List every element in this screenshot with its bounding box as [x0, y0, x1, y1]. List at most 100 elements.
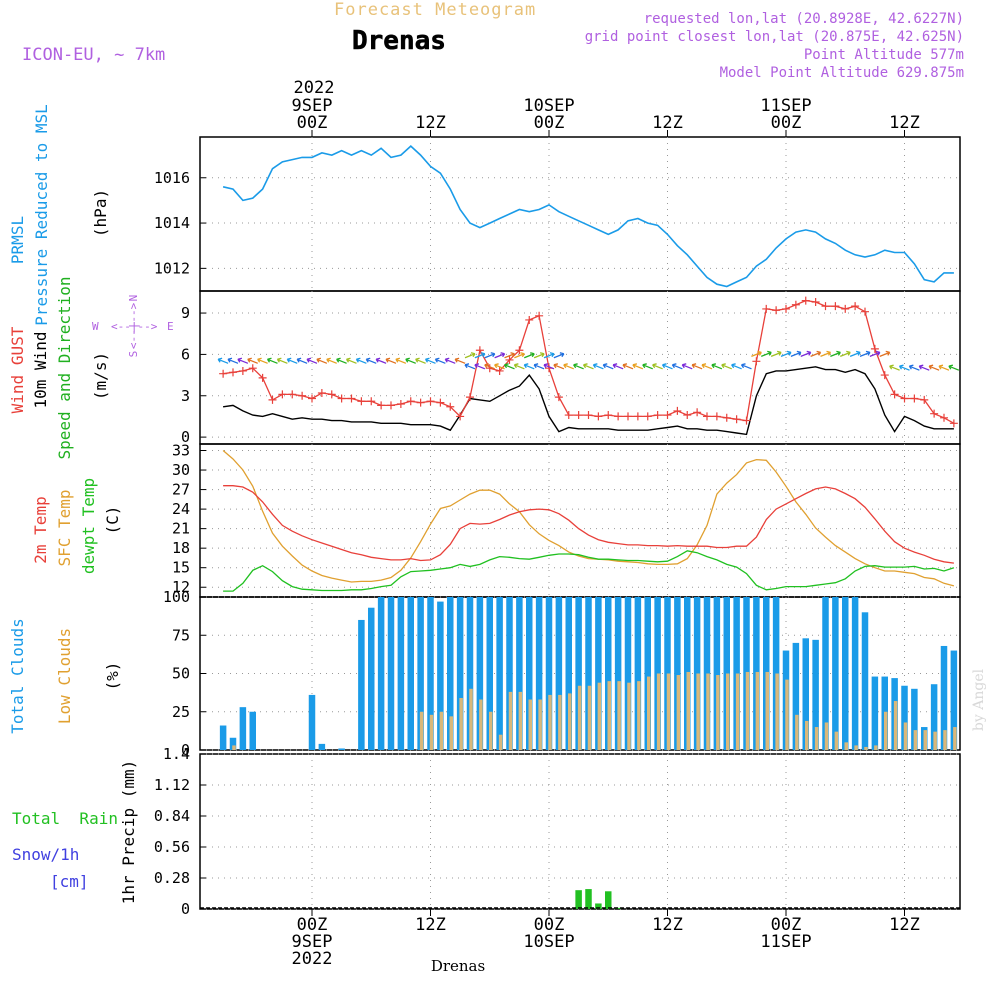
total-clouds-bar [624, 597, 632, 750]
gust-point [762, 304, 771, 313]
data-layer [200, 145, 960, 909]
total-clouds-bar [901, 685, 908, 750]
total-clouds-bar [239, 707, 247, 750]
y-tick-label: 1.12 [154, 776, 190, 794]
wind-direction-arrow [306, 357, 318, 364]
total-clouds-bar [595, 597, 602, 750]
wind-direction-arrow [444, 357, 456, 364]
low-clouds-bar [656, 673, 661, 750]
wind-direction-arrow [592, 363, 604, 370]
gust-point [475, 346, 484, 355]
t2m-series-line [223, 485, 954, 564]
y-tick-label: 75 [172, 626, 190, 644]
gust-point [624, 412, 632, 421]
total-clouds-bar [634, 597, 642, 750]
wind-direction-arrow [671, 363, 683, 370]
gust-point [801, 296, 810, 305]
y-tick-label: 1012 [154, 259, 190, 277]
prmsl-label: PRMSL [8, 216, 27, 264]
low-clouds-bar [666, 673, 671, 750]
total-clouds-bar [812, 639, 819, 750]
compass-south: S [127, 351, 140, 358]
wind-direction-arrow [316, 357, 328, 364]
wind-direction-arrow [276, 357, 288, 364]
wind-direction-arrow [474, 363, 486, 370]
low-clouds-bar [834, 731, 839, 750]
y-tick-label: 24 [172, 500, 190, 518]
low-clouds-bar [498, 734, 503, 750]
footer-location: Drenas [431, 957, 485, 975]
top-time-label: 00Z [534, 113, 565, 133]
wind-direction-arrow [543, 363, 555, 370]
bottom-time-label: 10SEP [523, 932, 574, 952]
low-clouds-bar [913, 730, 918, 750]
total-clouds-bar [871, 676, 879, 750]
gust-point [851, 302, 860, 311]
gust-point [653, 411, 662, 420]
low-clouds-bar [755, 671, 760, 750]
bottom-time-label: 12Z [652, 915, 683, 935]
gust-point [396, 400, 405, 409]
compass-arrows: <--|--> [127, 302, 140, 349]
total-clouds-bar [575, 597, 582, 750]
total-clouds-bar [555, 597, 563, 750]
wind-direction-arrow [336, 357, 347, 364]
wind-direction-arrow [898, 364, 910, 371]
low-clouds-bar [824, 722, 829, 750]
dewpt-label: dewpt Temp [79, 478, 98, 574]
low-clouds-bar [538, 699, 542, 750]
wind-direction-arrow [247, 357, 258, 364]
low-clouds-bar [489, 711, 493, 750]
low-clouds-bar [637, 681, 641, 750]
wind-direction-arrow [740, 363, 752, 370]
total-clouds-bar [466, 597, 474, 750]
gust-point [574, 411, 583, 420]
total-clouds-bar [526, 597, 533, 750]
gust-point [870, 344, 879, 353]
gust-point [377, 401, 386, 410]
gust-point [861, 307, 869, 316]
y-tick-label: 0 [181, 900, 190, 918]
gust-point [416, 398, 425, 407]
low-clouds-bar [528, 699, 532, 750]
total-clouds-bar [822, 597, 829, 750]
low-clouds-bar [893, 701, 898, 750]
wind-direction-arrow [751, 350, 762, 358]
wind-direction-arrow [217, 357, 229, 364]
gust-point [811, 298, 820, 307]
snow-cm-label: [cm] [50, 872, 89, 891]
gust-point [357, 397, 366, 406]
wind-direction-arrow [761, 350, 772, 358]
total-clouds-bar [911, 688, 918, 750]
top-time-label: 9SEP [292, 96, 333, 116]
low-clouds-bar [726, 673, 730, 750]
low-clouds-bar [874, 745, 878, 750]
total-clouds-bar [338, 748, 345, 750]
low-clouds-bar [686, 671, 690, 750]
pressure-reduced-label: Pressure Reduced to MSL [32, 104, 51, 326]
y-tick-label: 100 [163, 588, 190, 606]
gust-point [910, 394, 919, 403]
total-clouds-bar [713, 597, 721, 750]
wind-direction-arrow [948, 364, 960, 371]
low-clouds-bar [953, 727, 957, 750]
gust-point [337, 394, 346, 403]
wind-direction-arrow [849, 350, 861, 358]
y-tick-label: 0 [181, 428, 190, 446]
wind-unit: (m/s) [91, 352, 110, 400]
low-clouds-bar [439, 711, 444, 750]
dewpt-series-line [223, 550, 955, 592]
total-clouds-bar [368, 607, 375, 750]
rain-bar [595, 903, 602, 909]
gust-point [446, 402, 455, 411]
wind-direction-arrow [494, 363, 505, 370]
gust-point [406, 397, 415, 406]
gust-point [732, 415, 741, 424]
total-clouds-bar [377, 597, 385, 750]
low-clouds-bar [558, 694, 562, 750]
top-time-label: 12Z [652, 113, 683, 133]
wind-direction-arrow [563, 363, 574, 370]
gust-point [703, 412, 711, 421]
